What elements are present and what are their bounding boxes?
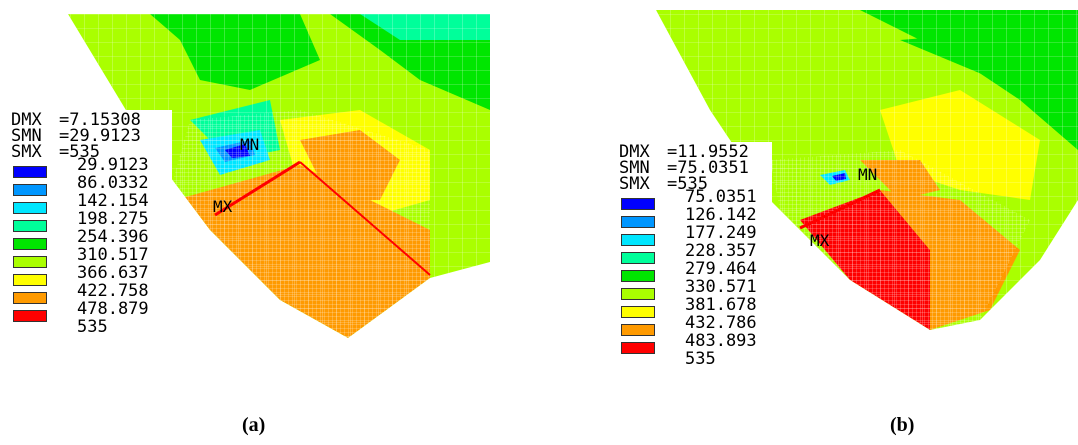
dmx-value-b: =11.9552: [667, 142, 749, 162]
color-swatch-a-8: [13, 292, 47, 304]
contour-panel-a: MN MX DMX =7.15308 SMN =29.9123 SMX =535 29…: [0, 0, 520, 400]
mx-marker-b: MX: [810, 231, 830, 250]
color-swatch-a-2: [13, 184, 47, 196]
contour-panel-b: MN MX DMX =11.9552 SMN =75.0351 SMX =535 75…: [600, 0, 1078, 400]
level-value-b-1: 75.0351: [685, 187, 757, 207]
dmx-row-a: DMX =7.15308: [11, 110, 169, 130]
color-swatch-a-3: [13, 202, 47, 214]
legend-row-b-7: 381.678: [619, 297, 769, 324]
dmx-label-a: DMX: [11, 110, 42, 130]
level-value-b-5: 279.464: [685, 259, 757, 279]
color-swatch-a-7: [13, 274, 47, 286]
legend-row-b-10: 535: [619, 351, 769, 372]
smx-label-b: SMX: [619, 174, 650, 194]
level-value-a-9: 478.879: [77, 299, 149, 319]
level-value-b-9: 483.893: [685, 331, 757, 351]
legend-row-a-8: 422.758: [11, 283, 169, 310]
legend-row-a-7: 366.637: [11, 265, 169, 292]
smn-row-b: SMN =75.0351: [619, 158, 769, 178]
level-value-a-2: 86.0332: [77, 173, 149, 193]
legend-row-b-5: 279.464: [619, 261, 769, 288]
level-value-a-10: 535: [77, 317, 108, 337]
smx-value-b: =535: [667, 174, 708, 194]
level-value-a-6: 310.517: [77, 245, 149, 265]
color-swatch-a-6: [13, 256, 47, 268]
level-value-b-10: 535: [685, 349, 716, 369]
level-value-a-7: 366.637: [77, 263, 149, 283]
level-value-a-1: 29.9123: [77, 155, 149, 175]
caption-a: (a): [242, 414, 266, 436]
legend-row-b-3: 177.249: [619, 225, 769, 252]
level-value-b-8: 432.786: [685, 313, 757, 333]
legend-row-a-10: 535: [11, 319, 169, 340]
color-swatch-b-8: [621, 324, 655, 336]
smn-value-a: =29.9123: [59, 126, 141, 146]
smx-row-a: SMX =535: [11, 142, 169, 162]
legend-row-b-8: 432.786: [619, 315, 769, 342]
smx-value-a: =535: [59, 142, 100, 162]
color-swatch-a-9: [13, 310, 47, 322]
level-value-a-3: 142.154: [77, 191, 149, 211]
color-swatch-b-4: [621, 252, 655, 264]
legend-row-a-5: 254.396: [11, 229, 169, 256]
level-value-a-5: 254.396: [77, 227, 149, 247]
color-swatch-b-5: [621, 270, 655, 282]
level-value-b-7: 381.678: [685, 295, 757, 315]
legend-row-b-4: 228.357: [619, 243, 769, 270]
legend-row-a-2: 86.0332: [11, 175, 169, 202]
color-swatch-b-1: [621, 198, 655, 210]
level-value-a-8: 422.758: [77, 281, 149, 301]
level-value-b-3: 177.249: [685, 223, 757, 243]
color-swatch-b-2: [621, 216, 655, 228]
legend-row-a-9: 478.879: [11, 301, 169, 328]
level-value-a-4: 198.275: [77, 209, 149, 229]
dmx-row-b: DMX =11.9552: [619, 142, 769, 162]
dmx-label-b: DMX: [619, 142, 650, 162]
contour-legend-a: DMX =7.15308 SMN =29.9123 SMX =535 29.9123 …: [8, 110, 172, 342]
smn-value-b: =75.0351: [667, 158, 749, 178]
smn-row-a: SMN =29.9123: [11, 126, 169, 146]
mn-marker-a: MN: [240, 135, 259, 154]
color-swatch-a-4: [13, 220, 47, 232]
smx-label-a: SMX: [11, 142, 42, 162]
level-value-b-4: 228.357: [685, 241, 757, 261]
color-swatch-a-1: [13, 166, 47, 178]
legend-row-b-1: 75.0351: [619, 189, 769, 216]
level-value-b-6: 330.571: [685, 277, 757, 297]
legend-row-a-6: 310.517: [11, 247, 169, 274]
smx-row-b: SMX =535: [619, 174, 769, 194]
mx-marker-a: MX: [213, 197, 233, 216]
color-swatch-b-7: [621, 306, 655, 318]
legend-row-a-4: 198.275: [11, 211, 169, 238]
color-swatch-b-9: [621, 342, 655, 354]
contour-legend-b: DMX =11.9552 SMN =75.0351 SMX =535 75.0351 …: [616, 142, 772, 374]
legend-row-b-2: 126.142: [619, 207, 769, 234]
level-value-b-2: 126.142: [685, 205, 757, 225]
smn-label-a: SMN: [11, 126, 42, 146]
color-swatch-a-5: [13, 238, 47, 250]
color-swatch-b-3: [621, 234, 655, 246]
legend-row-b-9: 483.893: [619, 333, 769, 360]
caption-b: (b): [890, 414, 915, 436]
dmx-value-a: =7.15308: [59, 110, 141, 130]
legend-row-a-1: 29.9123: [11, 157, 169, 184]
color-swatch-b-6: [621, 288, 655, 300]
mn-marker-b: MN: [858, 165, 877, 184]
legend-row-b-6: 330.571: [619, 279, 769, 306]
legend-row-a-3: 142.154: [11, 193, 169, 220]
smn-label-b: SMN: [619, 158, 650, 178]
